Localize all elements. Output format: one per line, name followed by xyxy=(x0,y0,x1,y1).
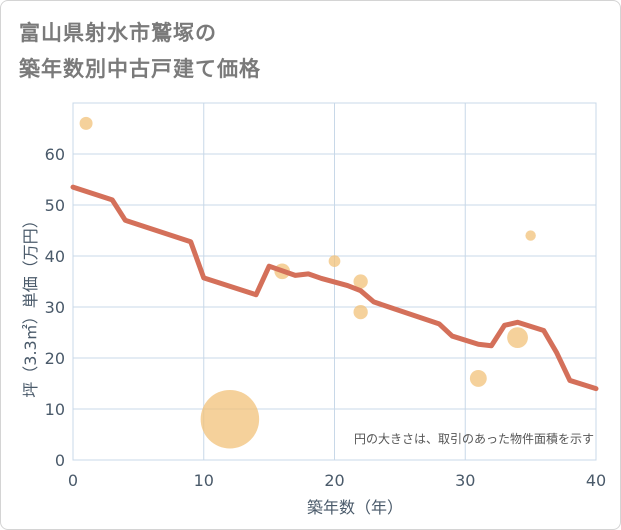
x-tick-labels: 0 10 20 30 40 xyxy=(68,471,606,490)
grid xyxy=(72,102,597,461)
x-tick-label: 30 xyxy=(455,471,475,490)
data-point xyxy=(79,116,93,130)
y-axis-label: 坪（3.3㎡）単価（万円） xyxy=(21,212,40,397)
chart-title: 富山県射水市鷲塚の築年数別中古戸建て価格 xyxy=(19,15,261,87)
x-tick-label: 10 xyxy=(194,471,214,490)
y-tick-label: 50 xyxy=(45,196,65,215)
data-point xyxy=(525,230,536,241)
y-tick-label: 30 xyxy=(45,298,65,317)
x-tick-label: 40 xyxy=(586,471,606,490)
data-point xyxy=(469,369,487,387)
y-tick-label: 40 xyxy=(45,247,65,266)
chart-title-line: 築年数別中古戸建て価格 xyxy=(19,57,261,81)
data-point xyxy=(507,327,528,348)
trend-line-group xyxy=(70,184,599,392)
data-point xyxy=(328,255,341,267)
y-tick-label: 10 xyxy=(45,400,65,419)
y-tick-label: 20 xyxy=(45,349,65,368)
data-point xyxy=(353,274,368,289)
y-tick-label: 60 xyxy=(45,145,65,164)
y-tick-label: 0 xyxy=(55,451,65,470)
y-tick-labels: 0 10 20 30 40 50 60 xyxy=(45,145,65,470)
data-point xyxy=(200,389,260,449)
data-points xyxy=(79,116,536,449)
x-tick-label: 20 xyxy=(324,471,344,490)
x-tick-label: 0 xyxy=(68,471,78,490)
trend-line xyxy=(70,184,599,392)
data-point xyxy=(353,304,368,320)
size-note: 円の大きさは、取引のあった物件面積を示す xyxy=(354,431,594,446)
chart-title-line: 富山県射水市鷲塚の xyxy=(19,21,217,45)
x-axis-label: 築年数（年） xyxy=(307,498,403,517)
